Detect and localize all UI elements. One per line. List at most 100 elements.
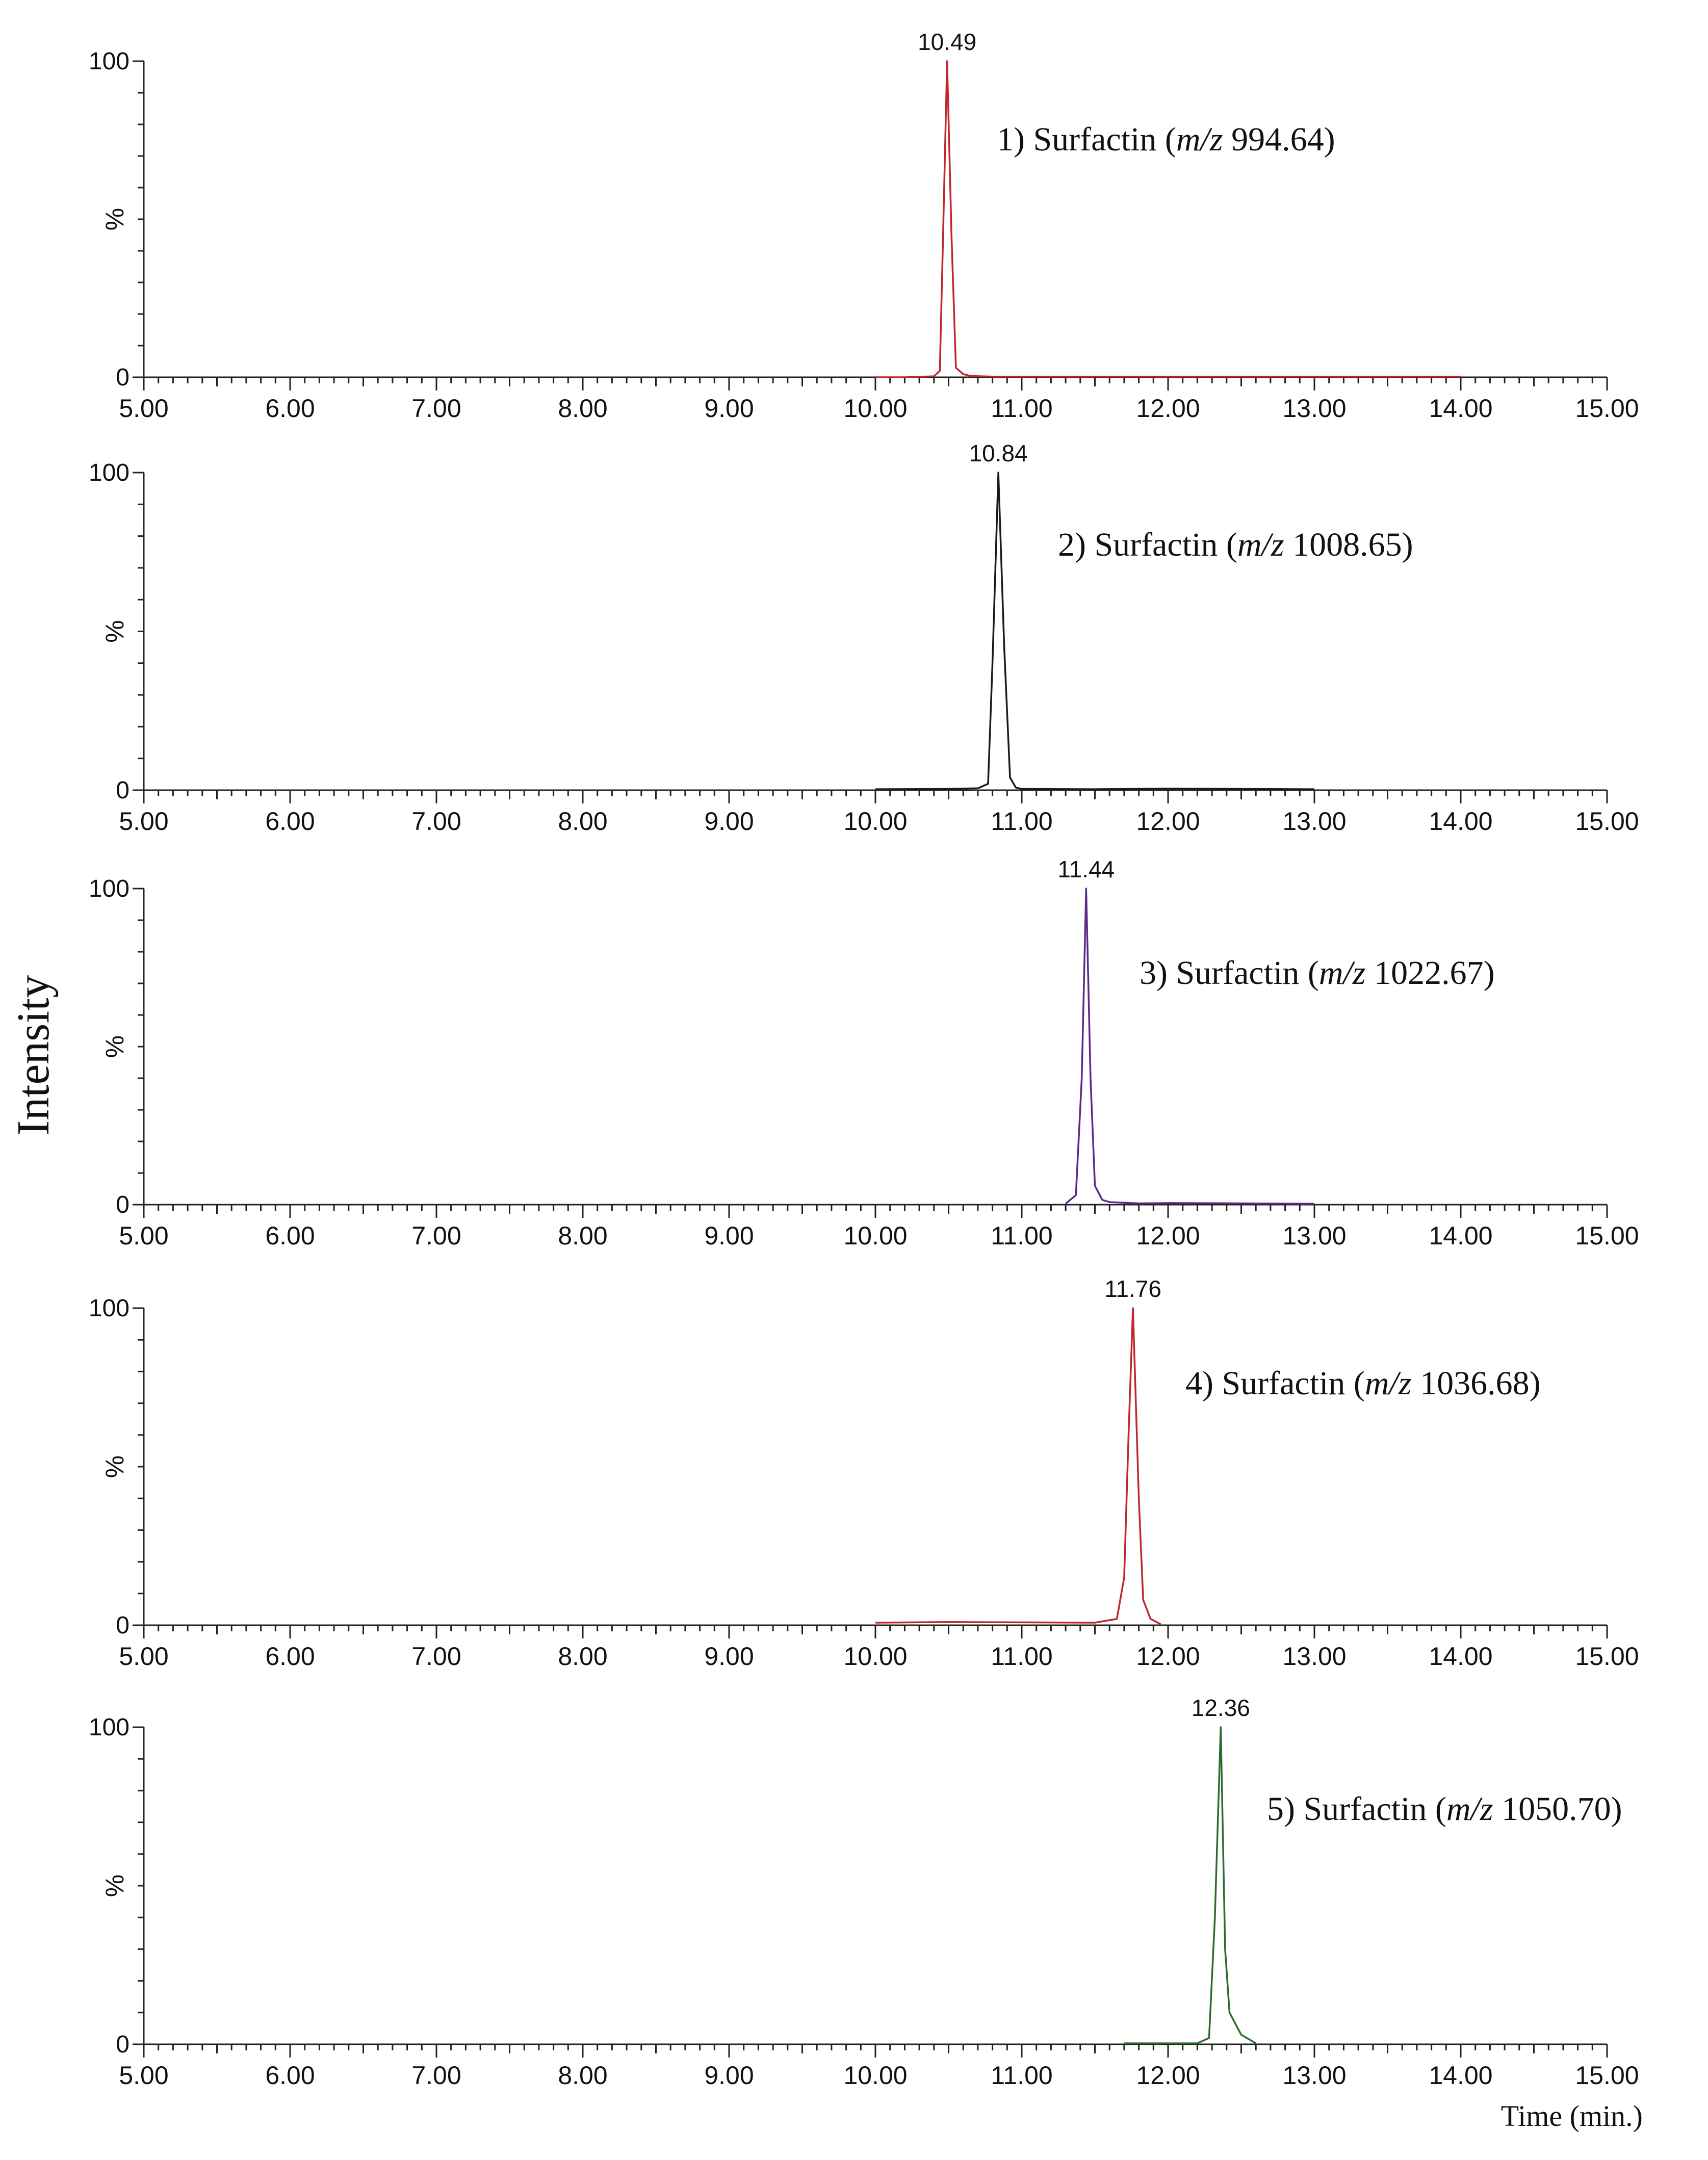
x-tick-label: 13.00 xyxy=(1282,2061,1346,2090)
x-tick-label: 11.00 xyxy=(991,2061,1052,2090)
annotation-value: 1050.70) xyxy=(1493,1790,1622,1828)
x-tick-label: 8.00 xyxy=(558,807,607,836)
chromatogram-trace xyxy=(875,60,1461,378)
compound-annotation: 3) Surfactin (m/z 1022.67) xyxy=(1140,954,1495,992)
compound-annotation: 5) Surfactin (m/z 1050.70) xyxy=(1267,1790,1622,1828)
x-tick-label: 12.00 xyxy=(1136,394,1200,423)
x-tick-label: 14.00 xyxy=(1429,1221,1492,1250)
compound-annotation: 2) Surfactin (m/z 1008.65) xyxy=(1058,526,1413,563)
x-tick-label: 12.00 xyxy=(1136,1642,1200,1671)
y-tick-label: 0 xyxy=(116,2031,130,2058)
annotation-value: 1036.68) xyxy=(1412,1365,1541,1402)
x-tick-label: 14.00 xyxy=(1429,1642,1492,1671)
x-tick-label: 7.00 xyxy=(411,2061,461,2090)
x-tick-label: 7.00 xyxy=(411,394,461,423)
x-tick-label: 7.00 xyxy=(411,1221,461,1250)
y-tick-label: 0 xyxy=(116,364,130,391)
annotation-prefix: 4) Surfactin ( xyxy=(1185,1365,1365,1402)
y-tick-label: 0 xyxy=(116,777,130,804)
x-tick-label: 14.00 xyxy=(1429,2061,1492,2090)
x-tick-label: 15.00 xyxy=(1575,807,1639,836)
x-tick-label: 7.00 xyxy=(411,1642,461,1671)
annotation-prefix: 5) Surfactin ( xyxy=(1267,1790,1446,1828)
x-tick-label: 6.00 xyxy=(265,2061,315,2090)
y-percent-label: % xyxy=(100,620,129,642)
x-tick-label: 10.00 xyxy=(843,1642,907,1671)
x-tick-label: 6.00 xyxy=(265,1221,315,1250)
x-tick-label: 6.00 xyxy=(265,394,315,423)
y-tick-label: 100 xyxy=(89,875,130,902)
x-tick-label: 10.00 xyxy=(843,2061,907,2090)
x-tick-label: 13.00 xyxy=(1282,1642,1346,1671)
peak-label: 10.49 xyxy=(918,29,976,55)
annotation-value: 1022.67) xyxy=(1366,954,1495,992)
x-tick-label: 9.00 xyxy=(704,1642,754,1671)
y-percent-label: % xyxy=(100,208,129,230)
annotation-prefix: 3) Surfactin ( xyxy=(1140,954,1319,992)
annotation-mz: m/z xyxy=(1237,526,1284,563)
x-tick-label: 15.00 xyxy=(1575,394,1639,423)
peak-label: 10.84 xyxy=(969,440,1028,466)
y-tick-label: 0 xyxy=(116,1191,130,1218)
panel-4: 0 100% 5.00 6.00 7.00 8.00 9.00 10.00 11.00 12.00… xyxy=(89,1276,1639,1671)
x-tick-label: 15.00 xyxy=(1575,2061,1639,2090)
x-tick-label: 11.00 xyxy=(991,1642,1052,1671)
x-tick-label: 13.00 xyxy=(1282,394,1346,423)
x-tick-label: 14.00 xyxy=(1429,394,1492,423)
annotation-mz: m/z xyxy=(1176,121,1223,158)
chromatogram-trace xyxy=(1124,1726,1257,2044)
x-tick-label: 10.00 xyxy=(843,394,907,423)
x-tick-label: 9.00 xyxy=(704,807,754,836)
x-tick-label: 9.00 xyxy=(704,2061,754,2090)
x-tick-label: 11.00 xyxy=(991,807,1052,836)
x-tick-label: 8.00 xyxy=(558,1221,607,1250)
y-tick-label: 100 xyxy=(89,459,130,486)
x-tick-label: 13.00 xyxy=(1282,807,1346,836)
x-tick-label: 11.00 xyxy=(991,1221,1052,1250)
peak-label: 12.36 xyxy=(1192,1695,1250,1721)
x-tick-label: 12.00 xyxy=(1136,807,1200,836)
x-tick-label: 8.00 xyxy=(558,394,607,423)
x-tick-label: 9.00 xyxy=(704,394,754,423)
x-tick-label: 8.00 xyxy=(558,1642,607,1671)
peak-label: 11.76 xyxy=(1104,1276,1161,1302)
y-percent-label: % xyxy=(100,1875,129,1897)
x-tick-label: 10.00 xyxy=(843,807,907,836)
x-tick-label: 6.00 xyxy=(265,807,315,836)
annotation-prefix: 1) Surfactin ( xyxy=(997,121,1176,158)
x-tick-label: 5.00 xyxy=(119,1221,168,1250)
x-tick-label: 15.00 xyxy=(1575,1642,1639,1671)
panel-1: 0 100% 5.00 6.00 7.00 8.00 9.00 10.00 11.00 12.00… xyxy=(89,29,1639,423)
panel-5: 0 100% 5.00 6.00 7.00 8.00 9.00 10.00 11.00 12.00… xyxy=(89,1695,1639,2090)
x-tick-label: 10.00 xyxy=(843,1221,907,1250)
compound-annotation: 1) Surfactin (m/z 994.64) xyxy=(997,121,1335,158)
x-tick-label: 5.00 xyxy=(119,2061,168,2090)
x-tick-label: 8.00 xyxy=(558,2061,607,2090)
x-tick-label: 14.00 xyxy=(1429,807,1492,836)
chromatogram-trace xyxy=(1065,888,1315,1205)
annotation-mz: m/z xyxy=(1319,954,1366,992)
peak-label: 11.44 xyxy=(1057,856,1115,882)
annotation-value: 994.64) xyxy=(1223,121,1335,158)
compound-annotation: 4) Surfactin (m/z 1036.68) xyxy=(1185,1365,1541,1402)
y-tick-label: 100 xyxy=(89,1714,130,1741)
y-percent-label: % xyxy=(100,1455,129,1478)
y-percent-label: % xyxy=(100,1035,129,1058)
y-tick-label: 100 xyxy=(89,48,130,75)
y-axis-title: Intensity xyxy=(8,975,59,1136)
x-tick-label: 5.00 xyxy=(119,1642,168,1671)
x-axis-title: Time (min.) xyxy=(1501,2099,1643,2132)
panel-2: 0 100% 5.00 6.00 7.00 8.00 9.00 10.00 11.00 12.00… xyxy=(89,440,1639,836)
x-tick-label: 11.00 xyxy=(991,394,1052,423)
panel-3: 0 100% 5.00 6.00 7.00 8.00 9.00 10.00 11.00 12.00… xyxy=(89,856,1639,1250)
annotation-mz: m/z xyxy=(1446,1790,1493,1828)
x-tick-label: 15.00 xyxy=(1575,1221,1639,1250)
annotation-prefix: 2) Surfactin ( xyxy=(1058,526,1237,563)
x-tick-label: 5.00 xyxy=(119,807,168,836)
y-tick-label: 0 xyxy=(116,1612,130,1639)
x-tick-label: 6.00 xyxy=(265,1642,315,1671)
y-tick-label: 100 xyxy=(89,1295,130,1322)
chromatogram-trace xyxy=(875,1307,1161,1625)
x-tick-label: 9.00 xyxy=(704,1221,754,1250)
